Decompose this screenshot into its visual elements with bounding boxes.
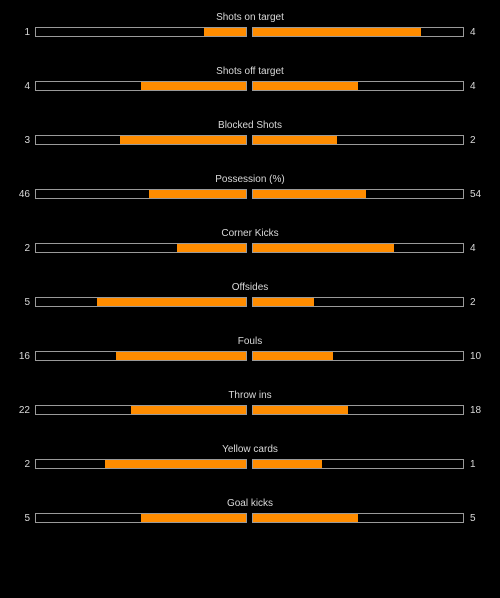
away-value: 4: [470, 243, 476, 254]
stat-row-offsides: Offsides 5 2: [0, 282, 500, 336]
away-value: 54: [470, 189, 482, 200]
away-bar-fill: [253, 28, 421, 36]
home-value: 3: [24, 135, 30, 146]
away-bar: [252, 27, 464, 37]
away-bar: [252, 189, 464, 199]
home-bar: [35, 351, 247, 361]
home-bar-fill: [105, 460, 246, 468]
stat-label: Possession (%): [215, 174, 285, 185]
stat-label: Corner Kicks: [221, 228, 279, 239]
stat-row-shots-on-target: Shots on target 1 4: [0, 12, 500, 66]
stat-row-goal-kicks: Goal kicks 5 5: [0, 498, 500, 552]
stat-label: Shots on target: [216, 12, 284, 23]
away-bar-fill: [253, 190, 367, 198]
away-value: 2: [470, 135, 476, 146]
home-value: 16: [18, 351, 30, 362]
home-bar: [35, 81, 247, 91]
home-bar: [35, 459, 247, 469]
home-bar-fill: [141, 514, 246, 522]
home-value: 2: [24, 459, 30, 470]
stat-row-possession: Possession (%) 46 54: [0, 174, 500, 228]
away-bar-fill: [253, 82, 358, 90]
home-bar-fill: [130, 406, 246, 414]
stat-row-corner-kicks: Corner Kicks 2 4: [0, 228, 500, 282]
home-bar: [35, 405, 247, 415]
away-bar: [252, 513, 464, 523]
away-bar-fill: [253, 244, 394, 252]
away-bar: [252, 243, 464, 253]
match-stats-list: Shots on target 1 4 Shots off target 4 4…: [0, 12, 500, 552]
away-value: 1: [470, 459, 476, 470]
stat-label: Blocked Shots: [218, 120, 282, 131]
stat-label: Offsides: [231, 282, 269, 293]
away-bar: [252, 459, 464, 469]
away-bar: [252, 297, 464, 307]
home-bar-fill: [141, 82, 246, 90]
stat-row-shots-off-target: Shots off target 4 4: [0, 66, 500, 120]
home-bar: [35, 297, 247, 307]
stat-label: Throw ins: [228, 390, 272, 401]
home-value: 1: [24, 27, 30, 38]
stat-label: Yellow cards: [222, 444, 278, 455]
away-bar-fill: [253, 514, 358, 522]
stat-label: Shots off target: [216, 66, 284, 77]
home-bar: [35, 243, 247, 253]
home-bar: [35, 27, 247, 37]
away-bar: [252, 405, 464, 415]
home-value: 5: [24, 513, 30, 524]
away-value: 5: [470, 513, 476, 524]
stat-row-throw-ins: Throw ins 22 18: [0, 390, 500, 444]
home-value: 5: [24, 297, 30, 308]
away-bar: [252, 351, 464, 361]
home-bar-fill: [149, 190, 246, 198]
home-bar-fill: [176, 244, 246, 252]
stat-label: Goal kicks: [226, 498, 274, 509]
away-value: 4: [470, 27, 476, 38]
home-bar-fill: [96, 298, 246, 306]
home-value: 2: [24, 243, 30, 254]
away-bar: [252, 135, 464, 145]
stat-row-yellow-cards: Yellow cards 2 1: [0, 444, 500, 498]
away-bar-fill: [253, 352, 333, 360]
away-value: 10: [470, 351, 482, 362]
stat-row-blocked-shots: Blocked Shots 3 2: [0, 120, 500, 174]
away-value: 2: [470, 297, 476, 308]
home-bar: [35, 135, 247, 145]
home-value: 22: [18, 405, 30, 416]
stat-label: Fouls: [237, 336, 263, 347]
home-bar-fill: [204, 28, 246, 36]
home-bar: [35, 189, 247, 199]
away-bar: [252, 81, 464, 91]
home-value: 46: [18, 189, 30, 200]
stat-row-fouls: Fouls 16 10: [0, 336, 500, 390]
away-value: 4: [470, 81, 476, 92]
away-bar-fill: [253, 298, 314, 306]
home-bar: [35, 513, 247, 523]
away-bar-fill: [253, 460, 323, 468]
away-value: 18: [470, 405, 482, 416]
away-bar-fill: [253, 406, 348, 414]
home-value: 4: [24, 81, 30, 92]
home-bar-fill: [120, 136, 246, 144]
home-bar-fill: [115, 352, 246, 360]
away-bar-fill: [253, 136, 337, 144]
